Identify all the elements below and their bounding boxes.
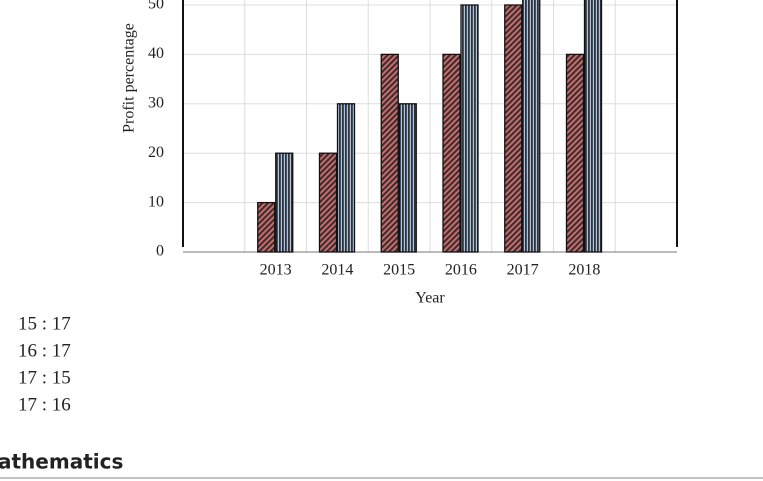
bar	[275, 152, 294, 253]
option-text: 17 : 15	[18, 367, 71, 388]
bar	[398, 103, 417, 253]
y-axis-label: Profit percentage	[121, 23, 138, 133]
bar	[583, 0, 603, 253]
bar	[380, 53, 399, 253]
bar	[565, 53, 585, 253]
x-tick-label: 2017	[507, 262, 539, 279]
y-tick-label: 50	[148, 0, 164, 13]
x-tick-label: 2016	[445, 262, 477, 279]
x-tick-label: 2018	[568, 262, 600, 279]
x-axis-label: Year	[415, 290, 445, 307]
bar	[336, 103, 356, 253]
options: 15 : 17 16 : 17 17 : 15 17 : 16	[18, 313, 71, 415]
bar	[504, 4, 523, 253]
option-text: 17 : 16	[18, 394, 71, 415]
bar	[257, 201, 276, 253]
x-tick-label: 2015	[383, 262, 415, 279]
y-tick-label: 30	[148, 94, 164, 111]
option-text: 16 : 17	[18, 340, 71, 361]
bar	[522, 0, 541, 253]
option-text: 15 : 17	[18, 313, 71, 334]
y-tick-label: 10	[148, 193, 164, 210]
y-tick-label: 20	[148, 144, 164, 161]
chart: 0 10 20 30 40 50 2013 2014 2015 2016 2017 2018	[148, 0, 678, 279]
section-title: athematics	[0, 450, 123, 474]
x-tick-label: 2013	[260, 262, 292, 279]
y-tick-label: 40	[148, 45, 164, 62]
bar	[318, 152, 338, 253]
y-tick-label: 0	[156, 243, 164, 260]
x-tick-label: 2014	[321, 262, 353, 279]
bar	[442, 53, 461, 253]
bar	[460, 4, 479, 253]
